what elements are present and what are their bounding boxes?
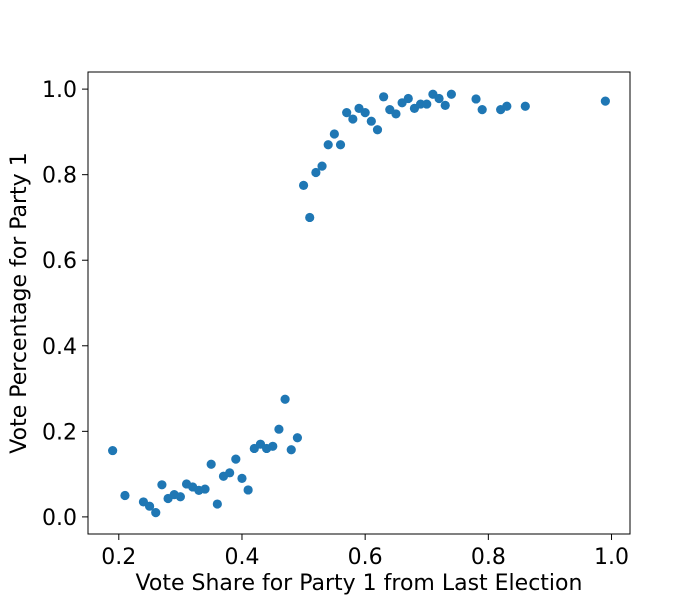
- y-axis-ticks: 0.0 0.2 0.4 0.6 0.8 1.0: [42, 78, 88, 531]
- data-point: [477, 105, 487, 115]
- y-tick-label: 1.0: [42, 78, 77, 103]
- data-point: [151, 508, 161, 518]
- x-tick-label: 1.0: [594, 545, 629, 570]
- x-tick-label: 0.6: [348, 545, 383, 570]
- data-point: [323, 140, 333, 150]
- y-tick-label: 0.4: [42, 335, 77, 360]
- data-point: [206, 459, 216, 469]
- data-point: [280, 394, 290, 404]
- data-point: [311, 167, 321, 178]
- y-tick-label: 0.2: [42, 420, 77, 445]
- y-tick-label: 0.0: [42, 506, 77, 531]
- data-point: [108, 445, 118, 456]
- data-point: [231, 454, 241, 464]
- y-tick-label: 0.8: [42, 164, 77, 189]
- data-point: [144, 501, 155, 511]
- data-point: [298, 180, 309, 190]
- data-point: [225, 468, 235, 478]
- data-point: [372, 125, 383, 135]
- data-point: [446, 89, 456, 99]
- data-point: [175, 492, 185, 502]
- points-layer: [108, 89, 610, 518]
- x-axis-label: Vote Share for Party 1 from Last Electio…: [136, 571, 583, 596]
- x-tick-label: 0.8: [471, 545, 506, 570]
- y-axis-label: Vote Percentage for Party 1: [7, 152, 32, 453]
- data-point: [440, 100, 450, 110]
- data-point: [157, 480, 167, 490]
- data-point: [286, 445, 296, 455]
- data-point: [434, 93, 444, 104]
- data-point: [317, 161, 327, 171]
- data-point: [471, 94, 481, 104]
- data-point: [520, 101, 530, 111]
- x-tick-label: 0.4: [224, 545, 259, 570]
- data-point: [120, 490, 130, 501]
- data-point: [502, 101, 512, 111]
- data-point: [292, 433, 303, 443]
- data-point: [274, 424, 284, 434]
- data-point: [237, 473, 247, 483]
- data-point: [379, 92, 389, 102]
- data-point: [360, 108, 370, 118]
- data-point: [366, 116, 376, 126]
- data-point: [268, 441, 278, 451]
- plot-frame: [87, 71, 631, 535]
- data-point: [329, 129, 339, 139]
- data-point: [243, 485, 253, 495]
- data-point: [422, 99, 432, 109]
- x-axis-ticks: 0.2 0.4 0.6 0.8 1.0: [101, 534, 629, 570]
- data-point: [600, 96, 610, 106]
- data-point: [342, 108, 352, 118]
- data-point: [391, 109, 401, 119]
- data-point: [305, 212, 315, 223]
- data-point: [403, 93, 413, 104]
- data-point: [212, 499, 222, 509]
- x-tick-label: 0.2: [101, 545, 136, 570]
- data-point: [348, 114, 358, 124]
- y-tick-label: 0.6: [42, 249, 77, 274]
- data-point: [335, 140, 346, 150]
- data-point: [200, 484, 210, 494]
